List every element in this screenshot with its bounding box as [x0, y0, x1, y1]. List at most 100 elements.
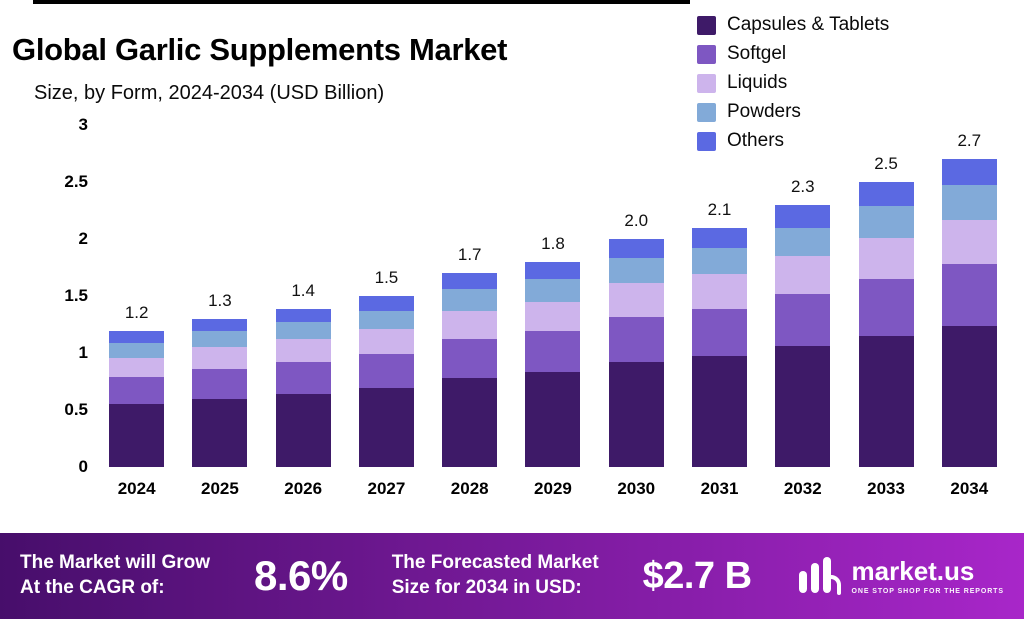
bar-segment-liquids	[358, 329, 414, 355]
legend-item: Capsules & Tablets	[697, 14, 889, 36]
legend-swatch	[697, 15, 716, 35]
legend-swatch	[697, 73, 716, 93]
bar-stack	[691, 227, 747, 467]
bar-segment-powders	[109, 342, 165, 358]
bar-segment-softgel	[192, 368, 248, 399]
bar-total-label: 1.7	[457, 245, 482, 265]
bar-total-label: 2.1	[707, 199, 732, 219]
bar-segment-capsules-tablets	[858, 335, 914, 467]
bar-group: 2.0	[595, 211, 678, 467]
legend-swatch	[697, 44, 716, 64]
bar-stack	[525, 261, 581, 467]
legend-swatch	[697, 131, 716, 151]
bar-segment-others	[275, 308, 331, 323]
footer-banner: The Market will Grow At the CAGR of: 8.6…	[0, 533, 1024, 619]
bar-group: 1.2	[95, 303, 178, 467]
bar-segment-others	[525, 261, 581, 279]
bar-segment-others	[775, 204, 831, 228]
legend-label: Liquids	[727, 72, 788, 93]
bar-stack	[192, 318, 248, 467]
bar-group: 2.5	[844, 154, 927, 467]
bar-segment-capsules-tablets	[192, 398, 248, 467]
bar-group: 1.4	[262, 281, 345, 467]
bar-stack	[275, 308, 331, 467]
brand-tagline: ONE STOP SHOP FOR THE REPORTS	[851, 587, 1004, 595]
bar-group: 1.5	[345, 268, 428, 467]
plot-area: 1.2 1.3 1.4 1.5 1.7 1.8 2.0 2.1 2.3 2.5 2.7	[95, 125, 1011, 467]
bar-stack	[442, 273, 498, 467]
bar-segment-softgel	[525, 331, 581, 373]
bar-segment-liquids	[858, 237, 914, 279]
x-axis-label: 2026	[284, 479, 323, 498]
bar-segment-powders	[608, 258, 664, 284]
legend-label: Softgel	[727, 43, 787, 64]
legend-swatch	[697, 102, 716, 122]
x-axis-label: 2032	[783, 479, 822, 498]
bar-segment-capsules-tablets	[691, 356, 747, 467]
bar-segment-liquids	[775, 256, 831, 294]
y-tick-label: 3	[78, 115, 88, 134]
x-axis-labels: 2024 2025 2026 2027 2028 2029 2030 2031 2032 2033…	[95, 479, 1011, 499]
bar-segment-powders	[941, 185, 997, 220]
cagr-label-line1: The Market will Grow	[20, 552, 211, 574]
bar-group: 2.7	[928, 131, 1011, 467]
bar-group: 1.7	[428, 245, 511, 467]
bar-segment-others	[691, 227, 747, 249]
bar-segment-powders	[691, 248, 747, 275]
bar-stack	[109, 331, 165, 467]
bar-segment-others	[442, 273, 498, 290]
bar-total-label: 1.3	[208, 290, 232, 310]
bar-segment-capsules-tablets	[608, 362, 664, 467]
bar-segment-capsules-tablets	[358, 388, 414, 467]
bar-total-label: 1.5	[374, 268, 399, 288]
bar-group: 2.1	[678, 200, 761, 467]
cagr-value: 8.6%	[254, 552, 348, 599]
bar-group: 1.8	[511, 234, 594, 467]
bar-stack	[358, 296, 414, 467]
y-tick-label: 2	[78, 229, 88, 248]
bar-total-label: 1.4	[291, 280, 315, 300]
bar-segment-liquids	[941, 219, 997, 265]
bar-segment-softgel	[275, 362, 331, 395]
x-axis-label: 2029	[534, 479, 572, 498]
bar-segment-softgel	[358, 354, 414, 389]
bar-segment-powders	[858, 205, 914, 238]
x-axis-label: 2031	[700, 479, 739, 498]
bar-segment-softgel	[858, 278, 914, 336]
bar-segment-liquids	[192, 347, 248, 369]
bar-segment-others	[608, 239, 664, 259]
bar-stack	[941, 159, 997, 467]
chart-title: Global Garlic Supplements Market	[12, 32, 508, 67]
x-axis-label: 2027	[367, 479, 406, 498]
legend-item: Powders	[697, 101, 889, 123]
y-tick-label: 2.5	[64, 172, 88, 191]
legend-item: Others	[697, 130, 889, 152]
bar-stack	[858, 182, 914, 467]
brand-logo: market.us ONE STOP SHOP FOR THE REPORTS	[796, 555, 1004, 597]
x-axis-label: 2028	[450, 479, 489, 498]
bar-segment-liquids	[525, 301, 581, 332]
legend-label: Others	[727, 130, 785, 151]
y-tick-label: 1	[78, 343, 88, 362]
bar-total-label: 2.0	[624, 211, 649, 231]
chart-legend: Capsules & Tablets Softgel Liquids Powders O…	[697, 14, 890, 152]
bar-segment-liquids	[275, 339, 331, 363]
y-tick-label: 1.5	[64, 286, 88, 305]
x-axis-label: 2030	[617, 479, 656, 498]
forecast-value: $2.7 B	[642, 554, 752, 597]
bar-segment-others	[109, 331, 165, 343]
bar-segment-liquids	[109, 357, 165, 377]
bar-stack	[608, 239, 664, 467]
bar-segment-softgel	[442, 339, 498, 379]
bar-segment-powders	[775, 227, 831, 257]
chart-subtitle: Size, by Form, 2024-2034 (USD Billion)	[34, 82, 385, 104]
x-axis-label: 2034	[950, 479, 989, 498]
bar-segment-softgel	[691, 308, 747, 357]
bar-total-label: 2.5	[874, 154, 898, 174]
x-axis-label: 2033	[867, 479, 905, 498]
brand-name: market.us	[851, 555, 975, 586]
bar-group: 2.3	[761, 177, 844, 467]
x-axis-label: 2024	[117, 479, 156, 498]
bar-total-label: 2.7	[957, 131, 982, 151]
